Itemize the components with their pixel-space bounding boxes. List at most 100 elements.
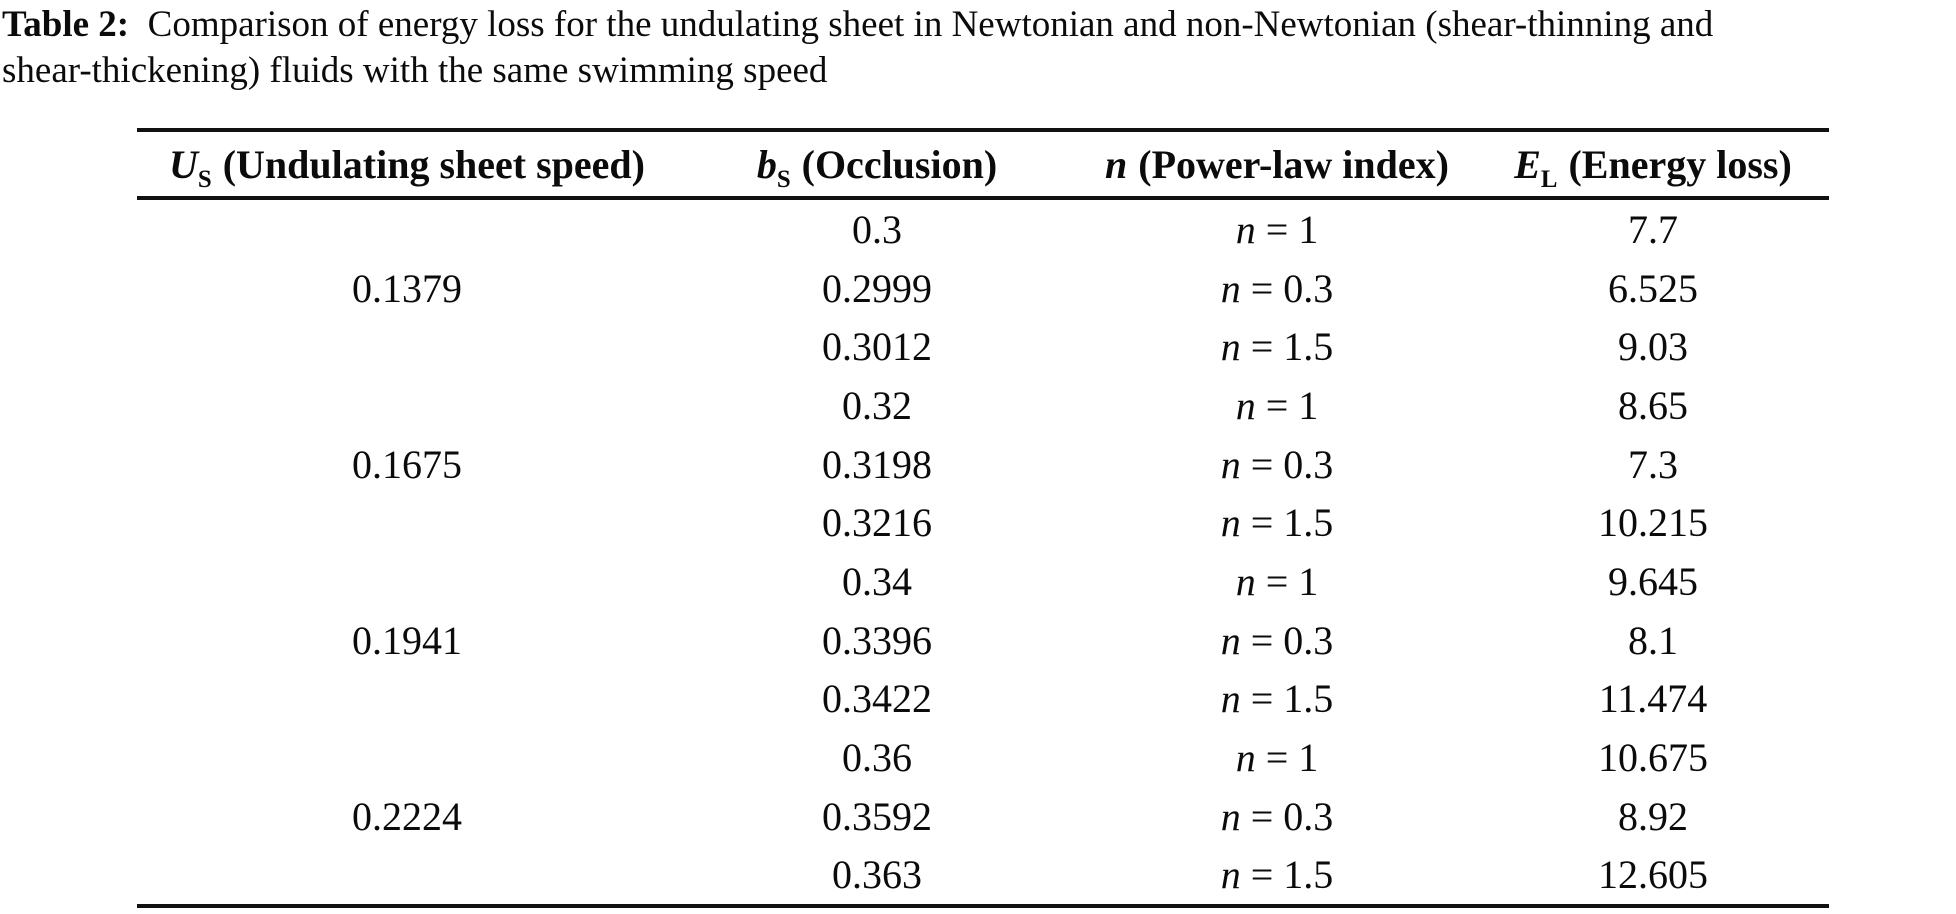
table-row: 0.3012 n = 1.5 9.03 xyxy=(137,317,1829,376)
cell-power-law: n = 0.3 xyxy=(1077,435,1477,494)
cell-occlusion: 0.36 xyxy=(842,735,912,781)
cell-energy-loss: 8.1 xyxy=(1628,617,1678,663)
n-value: = 1 xyxy=(1265,735,1319,781)
cell-occlusion: 0.3592 xyxy=(822,793,932,839)
caption-text-1: Comparison of energy loss for the undula… xyxy=(147,4,1714,45)
cell-power-law: n = 1.5 xyxy=(1077,493,1477,552)
n-value: = 1 xyxy=(1265,206,1319,252)
header-subscript: S xyxy=(776,165,791,193)
cell-power-law: n = 1 xyxy=(1077,376,1477,435)
cell-power-law: n = 1 xyxy=(1077,552,1477,611)
cell-power-law: n = 1.5 xyxy=(1077,317,1477,376)
n-symbol: n xyxy=(1220,852,1241,898)
cell-undulating-speed: 0.2224 xyxy=(352,793,462,839)
cell-occlusion: 0.3396 xyxy=(822,617,932,663)
cell-energy-loss: 6.525 xyxy=(1608,265,1698,311)
header-subscript: S xyxy=(197,165,212,193)
table-row: 0.1941 0.3396 n = 0.3 8.1 xyxy=(137,611,1829,670)
cell-occlusion: 0.3 xyxy=(852,206,902,252)
caption-text-2: shear-thickening) fluids with the same s… xyxy=(2,50,828,91)
cell-occlusion: 0.3198 xyxy=(822,441,932,487)
cell-undulating-speed xyxy=(137,493,677,552)
n-symbol: n xyxy=(1220,617,1241,663)
cell-energy-loss: 10.215 xyxy=(1598,500,1708,546)
n-value: = 1 xyxy=(1265,382,1319,428)
cell-energy-loss: 11.474 xyxy=(1598,676,1708,722)
cell-energy-loss: 8.92 xyxy=(1618,793,1688,839)
col-header-energy-loss: EL (Energy loss) xyxy=(1477,130,1829,200)
cell-occlusion: 0.3012 xyxy=(822,324,932,370)
n-value: = 1.5 xyxy=(1250,676,1334,722)
cell-energy-loss: 9.03 xyxy=(1618,324,1688,370)
header-label: (Occlusion) xyxy=(801,141,998,187)
cell-power-law: n = 1.5 xyxy=(1077,670,1477,729)
cell-occlusion: 0.3216 xyxy=(822,500,932,546)
col-header-power-law-index: n (Power-law index) xyxy=(1077,130,1477,200)
cell-undulating-speed xyxy=(137,317,677,376)
n-value: = 1 xyxy=(1265,558,1319,604)
cell-occlusion: 0.32 xyxy=(842,382,912,428)
cell-power-law: n = 0.3 xyxy=(1077,787,1477,846)
cell-undulating-speed xyxy=(137,728,677,787)
cell-power-law: n = 0.3 xyxy=(1077,611,1477,670)
n-symbol: n xyxy=(1235,206,1256,252)
table-row: 0.3422 n = 1.5 11.474 xyxy=(137,670,1829,729)
header-symbol: U xyxy=(169,141,198,187)
n-value: = 0.3 xyxy=(1250,793,1334,839)
cell-energy-loss: 9.645 xyxy=(1608,558,1698,604)
n-value: = 0.3 xyxy=(1250,265,1334,311)
n-symbol: n xyxy=(1220,441,1241,487)
cell-energy-loss: 7.3 xyxy=(1628,441,1678,487)
header-label: (Energy loss) xyxy=(1568,141,1792,187)
cell-occlusion: 0.363 xyxy=(832,852,922,898)
n-value: = 1.5 xyxy=(1250,852,1334,898)
data-table: US (Undulating sheet speed) bS (Occlusion)… xyxy=(137,128,1829,909)
col-header-occlusion: bS (Occlusion) xyxy=(677,130,1077,200)
cell-undulating-speed: 0.1941 xyxy=(352,617,462,663)
cell-occlusion: 0.2999 xyxy=(822,265,932,311)
cell-power-law: n = 1.5 xyxy=(1077,846,1477,907)
table-row: 0.36 n = 1 10.675 xyxy=(137,728,1829,787)
n-value: = 1.5 xyxy=(1250,324,1334,370)
cell-occlusion: 0.34 xyxy=(842,558,912,604)
cell-occlusion: 0.3422 xyxy=(822,676,932,722)
cell-undulating-speed xyxy=(137,846,677,907)
col-header-undulating-sheet-speed: US (Undulating sheet speed) xyxy=(137,130,677,200)
table-row: 0.32 n = 1 8.65 xyxy=(137,376,1829,435)
cell-undulating-speed xyxy=(137,198,677,259)
table-row: 0.2224 0.3592 n = 0.3 8.92 xyxy=(137,787,1829,846)
header-symbol: b xyxy=(756,141,777,187)
n-value: = 1.5 xyxy=(1250,500,1334,546)
n-symbol: n xyxy=(1220,500,1241,546)
caption-line-1: Table 2: Comparison of energy loss for t… xyxy=(2,4,1713,45)
table-caption: Table 2: Comparison of energy loss for t… xyxy=(2,2,1713,94)
cell-undulating-speed xyxy=(137,376,677,435)
header-subscript: L xyxy=(1540,165,1558,193)
n-symbol: n xyxy=(1220,265,1241,311)
n-symbol: n xyxy=(1235,558,1256,604)
cell-undulating-speed: 0.1675 xyxy=(352,441,462,487)
cell-power-law: n = 1 xyxy=(1077,728,1477,787)
table-row: 0.363 n = 1.5 12.605 xyxy=(137,846,1829,907)
cell-power-law: n = 0.3 xyxy=(1077,259,1477,318)
table-row: 0.34 n = 1 9.645 xyxy=(137,552,1829,611)
table-row: 0.1675 0.3198 n = 0.3 7.3 xyxy=(137,435,1829,494)
header-row: US (Undulating sheet speed) bS (Occlusion)… xyxy=(137,130,1829,200)
caption-label: Table 2: xyxy=(2,4,130,45)
cell-power-law: n = 1 xyxy=(1077,198,1477,259)
header-label: (Power-law index) xyxy=(1138,141,1449,187)
cell-energy-loss: 10.675 xyxy=(1598,735,1708,781)
header-symbol: n xyxy=(1105,141,1128,187)
table-body: 0.3 n = 1 7.7 0.1379 0.2999 n = 0.3 6.525 … xyxy=(137,198,1829,906)
cell-undulating-speed xyxy=(137,670,677,729)
table-row: 0.3216 n = 1.5 10.215 xyxy=(137,493,1829,552)
n-value: = 0.3 xyxy=(1250,617,1334,663)
cell-energy-loss: 7.7 xyxy=(1628,206,1678,252)
cell-undulating-speed xyxy=(137,552,677,611)
cell-energy-loss: 8.65 xyxy=(1618,382,1688,428)
n-symbol: n xyxy=(1235,735,1256,781)
n-symbol: n xyxy=(1220,324,1241,370)
cell-undulating-speed: 0.1379 xyxy=(352,265,462,311)
n-symbol: n xyxy=(1235,382,1256,428)
header-symbol: E xyxy=(1514,141,1541,187)
